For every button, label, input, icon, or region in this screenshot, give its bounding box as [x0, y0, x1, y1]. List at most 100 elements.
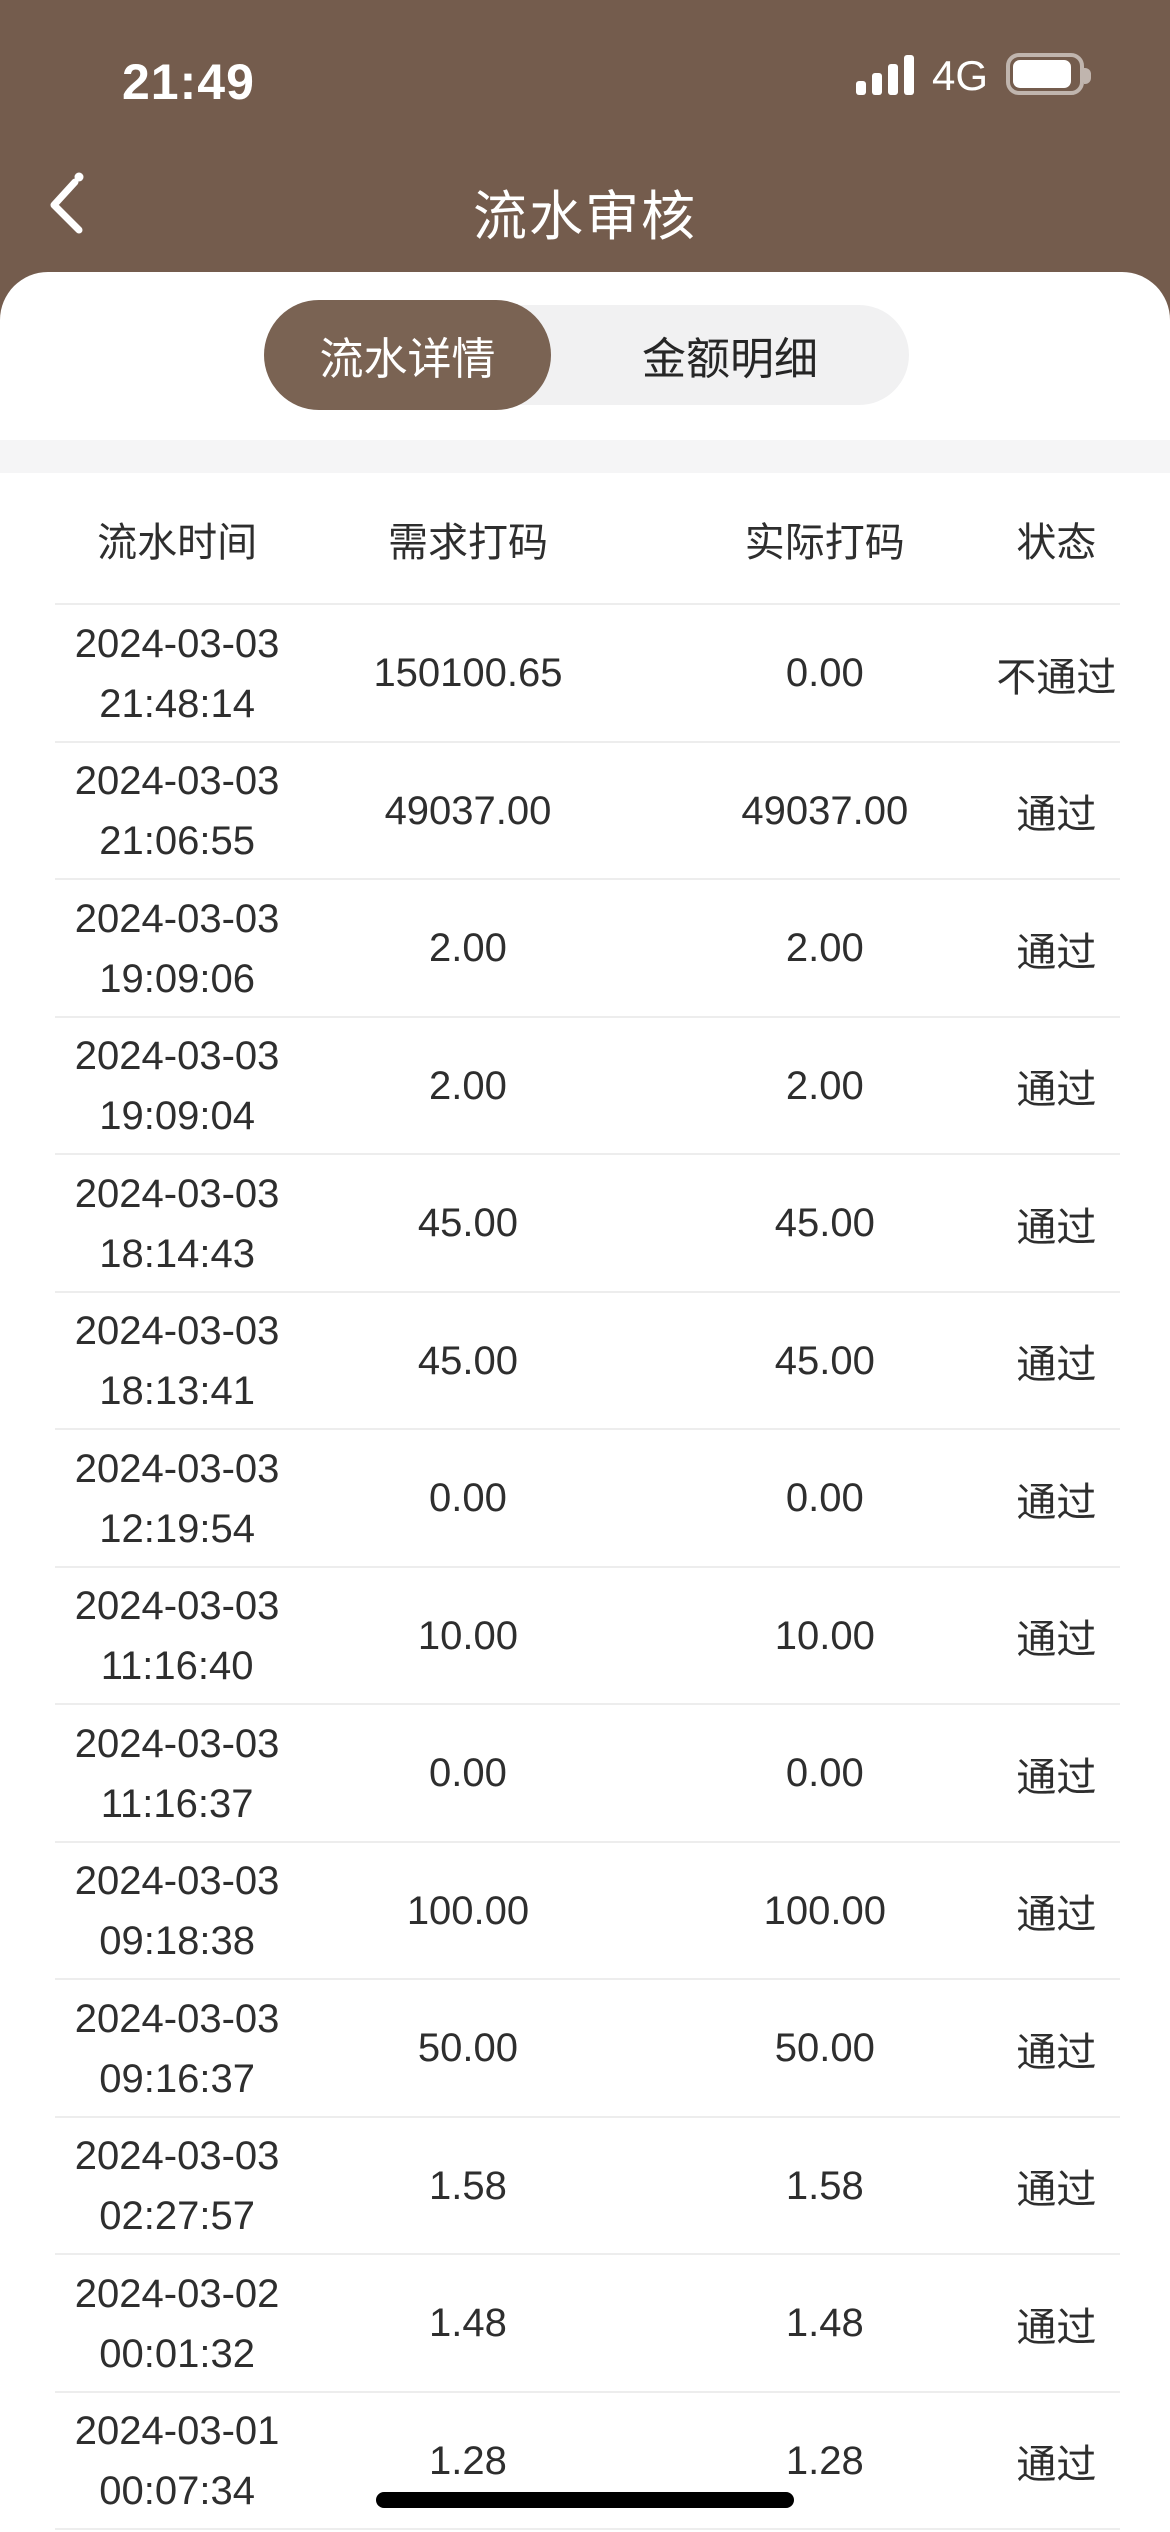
- cell-required-amount: 0.00: [429, 1476, 507, 1521]
- table-row: 2024-03-03 09:16:37 50.00 50.00 通过: [0, 1980, 1170, 2118]
- cell-actual-amount: 45.00: [774, 1201, 875, 1246]
- tab-flow-detail[interactable]: 流水详情: [264, 300, 551, 410]
- row-date: 2024-03-03: [74, 1171, 280, 1216]
- table-row: 2024-03-03 21:06:55 49037.00 49037.00 通过: [0, 743, 1170, 881]
- cell-status: 通过: [1016, 930, 1097, 975]
- row-time: 00:01:32: [99, 2331, 255, 2376]
- cell-actual-amount: 49037.00: [741, 788, 909, 833]
- cell-required-amount: 45.00: [417, 1338, 519, 1383]
- row-date: 2024-03-03: [74, 1721, 280, 1766]
- cell-status: 不通过: [996, 655, 1117, 700]
- table-body[interactable]: 2024-03-03 21:48:14 150100.65 0.00 不通过 2024-0…: [0, 605, 1170, 2532]
- row-time: 18:13:41: [99, 1369, 255, 1414]
- column-header-actual: 实际打码: [744, 521, 905, 565]
- cell-flow-time: 2024-03-03 09:18:38: [0, 1851, 304, 1971]
- table-row: 2024-03-02 00:01:32 1.48 1.48 通过: [0, 2255, 1170, 2393]
- cell-required-amount: 150100.65: [373, 651, 563, 696]
- row-date: 2024-03-03: [74, 1859, 280, 1904]
- cell-actual-amount: 50.00: [774, 2026, 875, 2071]
- cell-flow-time: 2024-03-01 00:07:34: [0, 2401, 304, 2521]
- battery-icon: [1006, 53, 1091, 95]
- cell-flow-time: 2024-03-03 21:06:55: [0, 751, 304, 871]
- cell-actual-amount: 2.00: [785, 926, 864, 971]
- table-row: 2024-03-03 18:13:41 45.00 45.00 通过: [0, 1293, 1170, 1431]
- cell-required-amount: 100.00: [406, 1888, 530, 1933]
- cell-actual-amount: 0.00: [785, 1476, 864, 1521]
- column-header-time: 流水时间: [97, 521, 258, 565]
- cell-flow-time: 2024-03-03 12:19:54: [0, 1439, 304, 1559]
- cell-actual-amount: 0.00: [785, 651, 864, 696]
- signal-bar-2: [872, 73, 882, 95]
- row-time: 19:09:06: [99, 956, 255, 1001]
- tab-amount-detail[interactable]: 金额明细: [551, 305, 909, 405]
- table-row: 2024-03-03 12:19:54 0.00 0.00 通过: [0, 1430, 1170, 1568]
- cell-required-amount: 2.00: [429, 926, 507, 971]
- cell-status: 通过: [1016, 2443, 1097, 2488]
- row-time: 21:48:14: [99, 681, 255, 726]
- tab-amount-detail-label: 金额明细: [642, 335, 818, 384]
- battery-cap: [1084, 68, 1091, 84]
- cell-status: 通过: [1016, 1480, 1097, 1525]
- row-time: 18:14:43: [99, 1231, 255, 1276]
- cell-flow-time: 2024-03-03 11:16:40: [0, 1576, 304, 1696]
- cell-actual-amount: 2.00: [785, 1063, 864, 1108]
- cell-status: 通过: [1016, 1893, 1097, 1938]
- cell-required-amount: 50.00: [417, 2026, 519, 2071]
- table-row: 2024-03-03 18:14:43 45.00 45.00 通过: [0, 1155, 1170, 1293]
- cell-actual-amount: 1.48: [785, 2301, 864, 2346]
- cell-flow-time: 2024-03-03 21:48:14: [0, 614, 304, 734]
- row-date: 2024-03-01: [74, 2409, 280, 2454]
- row-time: 02:27:57: [99, 2194, 255, 2239]
- cell-flow-time: 2024-03-03 18:13:41: [0, 1301, 304, 1421]
- cell-actual-amount: 100.00: [763, 1888, 886, 1933]
- cell-status: 通过: [1016, 1618, 1097, 1663]
- row-time: 09:18:38: [99, 1919, 255, 1964]
- cell-flow-time: 2024-03-03 02:27:57: [0, 2126, 304, 2246]
- row-date: 2024-03-03: [74, 1446, 280, 1491]
- table-row: 2024-03-03 19:09:04 2.00 2.00 通过: [0, 1018, 1170, 1156]
- home-indicator[interactable]: [376, 2492, 794, 2508]
- tab-flow-detail-label: 流水详情: [319, 335, 496, 384]
- back-button[interactable]: [42, 168, 92, 240]
- row-time: 12:19:54: [99, 1506, 255, 1551]
- network-type-label: 4G: [932, 52, 989, 99]
- table-row: 2024-03-01 00:07:34 1.28 1.28 通过: [0, 2393, 1170, 2531]
- cell-status: 通过: [1016, 2305, 1097, 2350]
- cell-flow-time: 2024-03-03 18:14:43: [0, 1164, 304, 1284]
- cell-status: 通过: [1016, 2030, 1097, 2075]
- row-date: 2024-03-03: [74, 1996, 280, 2041]
- cell-required-amount: 2.00: [429, 1063, 507, 1108]
- table-row: 2024-03-03 19:09:06 2.00 2.00 通过: [0, 880, 1170, 1018]
- table-row: 2024-03-03 21:48:14 150100.65 0.00 不通过: [0, 605, 1170, 743]
- row-date: 2024-03-02: [74, 2271, 280, 2316]
- cell-status: 通过: [1016, 1068, 1097, 1113]
- cell-flow-time: 2024-03-03 19:09:04: [0, 1026, 304, 1146]
- row-date: 2024-03-03: [74, 896, 280, 941]
- cell-status: 通过: [1016, 1343, 1097, 1388]
- table-header-row: 流水时间 需求打码 实际打码 状态: [0, 473, 1170, 605]
- table-row: 2024-03-03 11:16:40 10.00 10.00 通过: [0, 1568, 1170, 1706]
- cell-flow-time: 2024-03-03 09:16:37: [0, 1989, 304, 2109]
- chevron-left-icon: [50, 178, 83, 234]
- cell-actual-amount: 45.00: [774, 1338, 875, 1383]
- cell-status: 通过: [1016, 793, 1097, 838]
- status-time: 21:49: [122, 54, 255, 110]
- cell-flow-time: 2024-03-03 11:16:37: [0, 1714, 304, 1834]
- cell-required-amount: 0.00: [429, 1751, 507, 1796]
- row-date: 2024-03-03: [74, 1034, 280, 1079]
- cell-required-amount: 45.00: [417, 1201, 519, 1246]
- signal-bar-1: [856, 81, 866, 95]
- row-date: 2024-03-03: [74, 759, 280, 804]
- cell-required-amount: 10.00: [417, 1613, 519, 1658]
- row-time: 19:09:04: [99, 1094, 255, 1139]
- cell-required-amount: 1.48: [429, 2301, 507, 2346]
- cell-flow-time: 2024-03-02 00:01:32: [0, 2264, 304, 2384]
- cell-actual-amount: 0.00: [785, 1751, 864, 1796]
- cell-status: 通过: [1016, 1755, 1097, 1800]
- row-date: 2024-03-03: [74, 621, 280, 666]
- row-date: 2024-03-03: [74, 1309, 280, 1354]
- signal-strength-icon: [856, 55, 914, 95]
- battery-fill: [1013, 60, 1071, 88]
- content-card: 流水详情 金额明细 流水时间 需求打码 实际打码 状态 2024-03-03 21…: [0, 272, 1170, 2532]
